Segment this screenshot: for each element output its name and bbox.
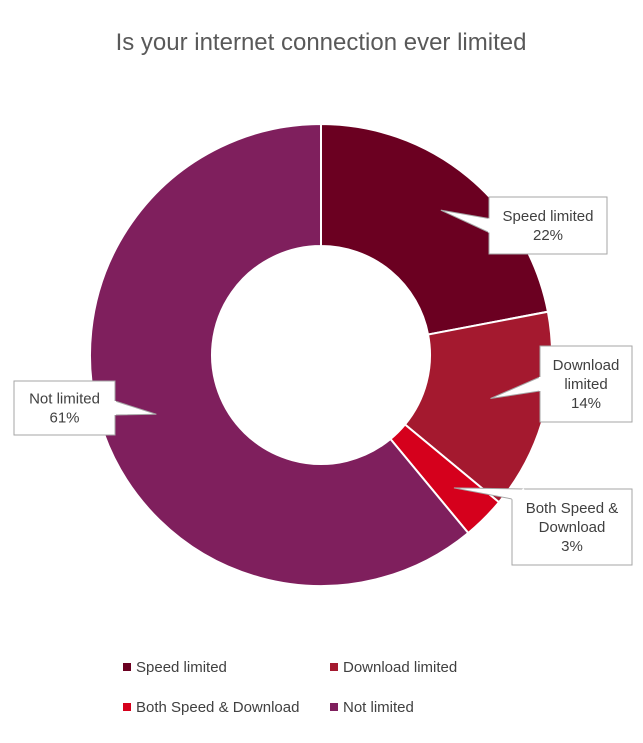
- data-label-line: 61%: [49, 410, 79, 427]
- callout-box: [511, 488, 633, 566]
- legend-item-download-limited: Download limited: [330, 659, 457, 676]
- slice-speed-limited: [320, 122, 550, 336]
- chart-title: Is your internet connection ever limited: [116, 29, 527, 56]
- data-label-line: 14%: [571, 395, 601, 412]
- callout-box: [13, 380, 116, 436]
- data-label-callouts: Speed limited 22% Download limited 14% Both S…: [13, 196, 633, 566]
- data-label-line: 22%: [533, 227, 563, 244]
- data-label-line: Not limited: [29, 391, 100, 408]
- legend-label: Both Speed & Download: [136, 699, 299, 716]
- legend-swatch: [123, 663, 131, 671]
- slice-not-limited: [89, 122, 470, 587]
- legend-item-both-speed-download: Both Speed & Download: [123, 699, 299, 716]
- legend-item-speed-limited: Speed limited: [123, 659, 227, 676]
- data-label-line: limited: [564, 376, 607, 393]
- donut-slices: [89, 122, 553, 587]
- callout-box: [488, 196, 608, 255]
- legend-label: Speed limited: [136, 659, 227, 676]
- data-label-line: Speed limited: [503, 208, 594, 225]
- legend-item-not-limited: Not limited: [330, 699, 414, 716]
- data-label-not-limited: Not limited 61%: [13, 380, 157, 436]
- legend-swatch: [330, 663, 338, 671]
- legend-swatch: [123, 703, 131, 711]
- callout-seam: [511, 488, 525, 500]
- legend-swatch: [330, 703, 338, 711]
- legend-label: Not limited: [343, 699, 414, 716]
- data-label-line: Download: [539, 519, 606, 536]
- data-label-line: Both Speed &: [526, 500, 619, 517]
- data-label-speed-limited: Speed limited 22%: [440, 196, 608, 255]
- data-label-line: Download: [553, 357, 620, 374]
- data-label-download-limited: Download limited 14%: [490, 345, 633, 423]
- legend-label: Download limited: [343, 659, 457, 676]
- data-label-both-speed-download: Both Speed & Download 3%: [453, 487, 633, 566]
- data-label-line: 3%: [561, 538, 583, 555]
- callout-box: [539, 345, 633, 423]
- chart-legend: Speed limited Download limited Both Speed …: [123, 659, 457, 716]
